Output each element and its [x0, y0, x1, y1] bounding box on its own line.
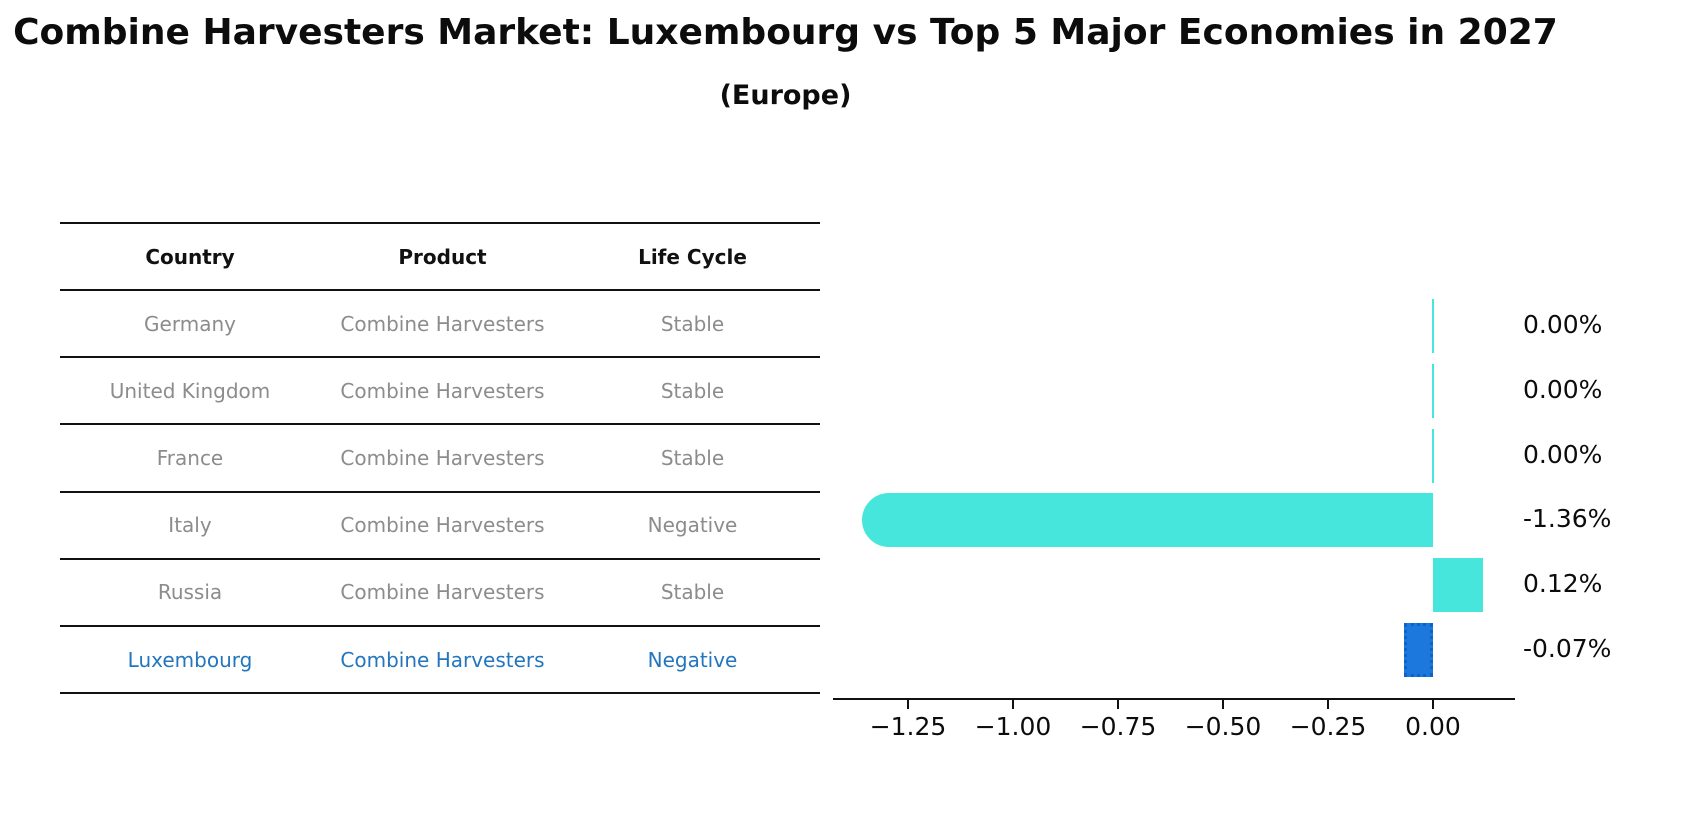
table-cell-country: France [156, 445, 224, 470]
table-cell-life-cycle: Negative [647, 513, 738, 538]
x-axis-tick-label: −0.75 [1079, 712, 1157, 741]
x-axis-line [833, 698, 1515, 700]
bar-value-label: 0.00% [1523, 439, 1603, 469]
x-axis-tick-label: −0.50 [1184, 712, 1262, 741]
table-cell-country: Russia [157, 580, 223, 605]
country-table: Country Product Life Cycle Germany Combin… [60, 222, 820, 695]
chart-subtitle: (Europe) [719, 80, 852, 111]
table-cell-country: Italy [168, 513, 212, 538]
bar-value-label: 0.12% [1523, 569, 1603, 599]
table-cell-country: Luxembourg [127, 647, 253, 672]
table-row: Luxembourg Combine Harvesters Negative [60, 627, 820, 695]
table-header-row: Country Product Life Cycle [60, 224, 820, 291]
bar-value-label: -0.07% [1523, 634, 1612, 663]
bar-germany [1432, 299, 1434, 353]
table-cell-country: United Kingdom [109, 378, 271, 403]
bar-luxembourg [1403, 623, 1433, 677]
column-header-country: Country [145, 244, 235, 269]
x-axis-tick [1222, 700, 1224, 709]
column-header-life-cycle: Life Cycle [638, 244, 747, 269]
x-axis-tick [1432, 700, 1434, 709]
table-cell-life-cycle: Negative [647, 647, 738, 672]
table-cell-product: Combine Harvesters [340, 580, 545, 605]
table-row: France Combine Harvesters Stable [60, 425, 820, 493]
table-cell-product: Combine Harvesters [340, 445, 545, 470]
bar-italy [861, 493, 1433, 548]
table-cell-product: Combine Harvesters [340, 513, 545, 538]
column-header-product: Product [398, 244, 487, 269]
table-cell-life-cycle: Stable [660, 378, 725, 403]
bar-united-kingdom [1432, 363, 1434, 418]
x-axis-tick-label: −0.25 [1289, 712, 1367, 741]
table-row: Germany Combine Harvesters Stable [60, 291, 820, 359]
bar-value-label: -1.36% [1523, 504, 1612, 534]
table-body: Germany Combine Harvesters Stable United Ki… [60, 291, 820, 695]
x-axis-tick [1012, 700, 1014, 709]
x-axis-tick [907, 700, 909, 709]
table-cell-product: Combine Harvesters [340, 311, 545, 336]
x-axis-tick [1117, 700, 1119, 709]
x-axis-tick-label: −1.00 [974, 712, 1052, 741]
table-cell-product: Combine Harvesters [340, 647, 545, 672]
x-axis-tick-label: −1.25 [869, 712, 947, 741]
chart-title: Combine Harvesters Market: Luxembourg vs… [13, 12, 1558, 53]
table-row: United Kingdom Combine Harvesters Stable [60, 358, 820, 426]
bar-russia [1433, 558, 1484, 613]
bar-france [1432, 428, 1434, 483]
table-cell-life-cycle: Stable [660, 580, 725, 605]
table-cell-country: Germany [144, 311, 236, 336]
x-axis-tick-label: 0.00 [1405, 712, 1461, 741]
table-cell-life-cycle: Stable [660, 311, 725, 336]
bar-value-label: 0.00% [1523, 374, 1603, 404]
x-axis-tick [1327, 700, 1329, 709]
table-row: Italy Combine Harvesters Negative [60, 493, 820, 560]
table-cell-life-cycle: Stable [660, 445, 725, 470]
bar-value-label: 0.00% [1523, 310, 1603, 339]
table-cell-product: Combine Harvesters [340, 378, 545, 403]
table-row: Russia Combine Harvesters Stable [60, 560, 820, 627]
